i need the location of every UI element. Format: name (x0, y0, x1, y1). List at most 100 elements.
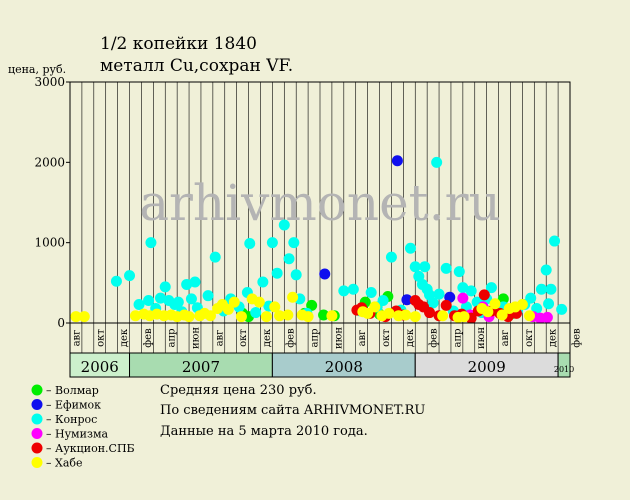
legend-label: – Конрос (46, 413, 97, 426)
month-label: окт (381, 329, 392, 347)
data-point (540, 264, 552, 276)
data-point (306, 299, 318, 311)
data-point (535, 283, 547, 295)
data-point (269, 301, 281, 313)
data-point (365, 286, 377, 298)
average-price-text: Средняя цена 230 руб. (160, 383, 317, 398)
data-points (70, 155, 568, 324)
data-point (204, 310, 216, 322)
month-label: дек (119, 328, 130, 347)
legend-label: – Волмар (46, 384, 99, 397)
legend-label: – Аукцион.СПБ (46, 442, 135, 455)
data-point (383, 307, 395, 319)
data-point (283, 253, 295, 265)
y-axis-label: цена, руб. (8, 63, 66, 76)
data-point (377, 295, 389, 307)
data-point (78, 311, 90, 323)
month-label: дек (548, 328, 559, 347)
month-label: дек (262, 328, 273, 347)
year-label: 2007 (182, 358, 220, 376)
y-tick-label: 1000 (34, 236, 65, 250)
data-point (185, 293, 197, 305)
data-point (385, 251, 397, 263)
legend: – Волмар – Ефимок– Конрос – Нумизма– Аукци… (31, 384, 135, 470)
month-label: окт (238, 329, 249, 347)
watermark: arhivmonet.ru (139, 174, 501, 232)
year-label: 2008 (325, 358, 363, 376)
data-point (431, 156, 443, 168)
data-point (433, 288, 445, 300)
year-label: 2010 (554, 365, 574, 374)
data-point (496, 309, 508, 321)
month-label: дек (405, 328, 416, 347)
data-point (400, 309, 412, 321)
legend-label: – Ефимок (46, 399, 101, 412)
data-point (257, 276, 269, 288)
data-point (485, 282, 497, 294)
data-point (427, 297, 439, 309)
data-point (545, 283, 557, 295)
legend-marker (31, 442, 43, 454)
data-point (287, 291, 299, 303)
y-tick-label: 3000 (34, 75, 65, 89)
data-point (222, 303, 234, 315)
data-point (525, 292, 537, 304)
data-point (465, 285, 477, 297)
y-axis: 0 1000 2000 3000 (34, 75, 70, 330)
data-point (302, 311, 314, 323)
data-point (266, 237, 278, 249)
data-point (143, 295, 155, 307)
legend-marker (31, 399, 43, 410)
month-label: окт (524, 329, 535, 347)
month-label: апр (452, 328, 463, 347)
data-point (482, 306, 494, 318)
data-point (319, 268, 331, 280)
data-point (183, 311, 195, 323)
legend-label: – Хабе (46, 457, 83, 470)
data-point (318, 309, 330, 321)
month-label: апр (167, 328, 178, 347)
data-point (391, 155, 403, 167)
data-point (202, 290, 214, 302)
data-point (181, 278, 193, 290)
data-point (274, 310, 286, 322)
data-point (458, 311, 470, 323)
data-point (497, 293, 509, 305)
data-point (524, 310, 536, 322)
data-point (253, 296, 265, 308)
data-point (543, 298, 555, 310)
x-axis: авг окт дек фев апр июн авг окт дек фев апр июн авг о… (69, 322, 582, 354)
month-label: фев (143, 328, 154, 348)
data-point (133, 299, 145, 311)
data-point (124, 270, 136, 282)
data-point (282, 309, 294, 321)
data-point (478, 289, 490, 301)
data-point (172, 296, 184, 308)
data-point (409, 311, 421, 323)
data-point (419, 261, 431, 273)
month-label: авг (500, 330, 511, 347)
year-cell (69, 352, 131, 378)
legend-marker (31, 428, 43, 439)
data-point (409, 261, 421, 273)
data-point (271, 267, 283, 279)
month-label: авг (357, 330, 368, 347)
data-point (338, 285, 350, 297)
y-tick-label: 0 (57, 316, 65, 330)
data-point (453, 266, 465, 278)
data-point (129, 310, 141, 322)
legend-marker (31, 413, 43, 425)
data-point (145, 237, 157, 249)
data-point (556, 303, 568, 315)
legend-marker (31, 457, 43, 468)
legend-marker (31, 384, 43, 396)
month-label: фев (571, 328, 582, 348)
month-label: фев (286, 328, 297, 348)
data-point (440, 262, 452, 274)
data-point (404, 242, 416, 254)
data-point (362, 307, 374, 319)
month-label: окт (95, 329, 106, 347)
data-point (424, 307, 436, 319)
vertical-gridlines (81, 82, 559, 323)
